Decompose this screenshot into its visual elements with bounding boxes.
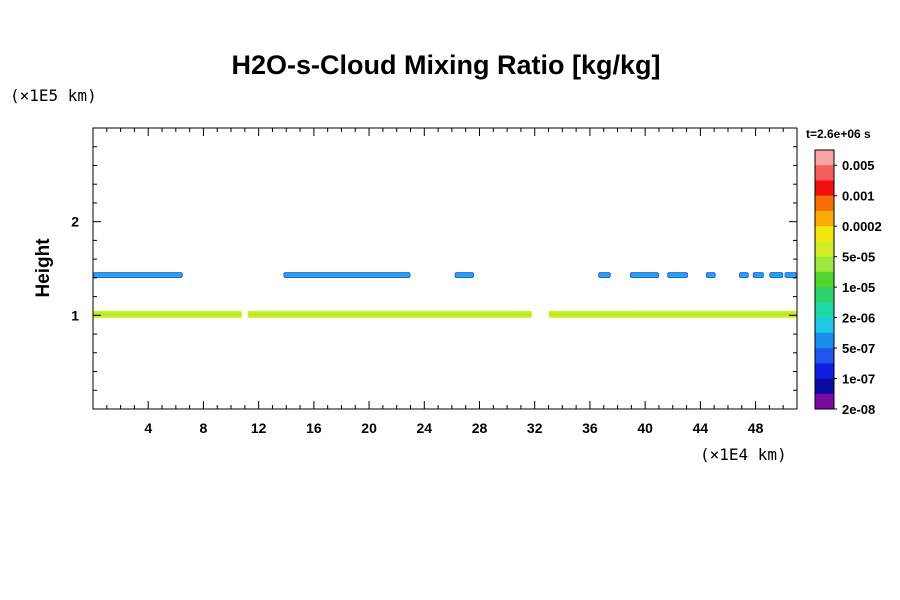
cloud-segment — [283, 272, 411, 278]
colorbar-swatch — [815, 393, 834, 410]
plot-background — [93, 128, 797, 409]
x-tick-label: 28 — [472, 420, 488, 436]
x-tick-label: 4 — [144, 420, 152, 436]
x-tick-label: 48 — [748, 420, 764, 436]
colorbar-swatch — [815, 180, 834, 197]
colorbar-label: 1e-07 — [842, 372, 875, 387]
cloud-segment — [247, 310, 532, 319]
colorbar-swatch — [815, 378, 834, 395]
x-tick-label: 8 — [200, 420, 208, 436]
colorbar-label: 2e-08 — [842, 402, 875, 417]
colorbar-swatch — [815, 332, 834, 349]
colorbar-label: 0.0002 — [842, 219, 882, 234]
colorbar-swatch — [815, 210, 834, 227]
colorbar-swatch — [815, 302, 834, 318]
colorbar-swatch — [815, 195, 834, 212]
x-tick-label: 36 — [582, 420, 598, 436]
x-tick-label: 12 — [251, 420, 267, 436]
colorbar-label: 1e-05 — [842, 280, 875, 295]
x-tick-label: 24 — [417, 420, 433, 436]
cloud-segment — [93, 272, 183, 278]
x-tick-label: 40 — [637, 420, 653, 436]
cloud-segment — [739, 272, 749, 278]
chart-title: H2O-s-Cloud Mixing Ratio [kg/kg] — [232, 50, 661, 80]
colorbar-label: 5e-05 — [842, 250, 875, 265]
time-label: t=2.6e+06 s — [806, 127, 871, 141]
colorbar-swatch — [815, 317, 834, 334]
colorbar-label: 2e-06 — [842, 311, 875, 326]
y-tick-label: 1 — [71, 307, 79, 323]
x-scale-label: (×1E4 km) — [700, 445, 787, 464]
y-axis-label: Height — [33, 238, 54, 298]
colorbar-swatch — [815, 150, 834, 166]
colorbar-swatch — [815, 241, 834, 257]
cloud-segment — [454, 272, 474, 278]
colorbar-label: 0.005 — [842, 158, 875, 173]
y-tick-label: 2 — [71, 214, 79, 230]
colorbar-label: 0.001 — [842, 189, 875, 204]
colorbar-swatch — [815, 256, 834, 273]
cloud-segment — [705, 272, 716, 278]
colorbar-swatch — [815, 226, 834, 242]
colorbar-label: 5e-07 — [842, 341, 875, 356]
plot-frame — [92, 127, 798, 410]
y-scale-label: (×1E5 km) — [10, 86, 97, 105]
colorbar-swatch — [815, 348, 834, 364]
x-tick-label: 20 — [361, 420, 377, 436]
colorbar-swatch — [815, 287, 834, 303]
colorbar-frame — [814, 149, 835, 410]
x-tick-label: 44 — [693, 420, 709, 436]
colorbar: 0.005 0.001 0.0002 5e-05 1e-05 2e-06 5e-07 1e-0… — [814, 149, 882, 417]
cloud-segment — [629, 272, 659, 278]
cloud-segment — [667, 272, 688, 278]
colorbar-swatch — [815, 363, 834, 379]
cloud-segment — [752, 272, 764, 278]
plot-area — [93, 128, 797, 409]
cloud-segment — [93, 310, 243, 319]
x-tick-label: 32 — [527, 420, 543, 436]
cloud-segment — [769, 272, 784, 278]
colorbar-swatch — [815, 271, 834, 288]
cloud-segment — [548, 310, 797, 319]
cloud-segment — [784, 272, 797, 278]
x-tick-label: 16 — [306, 420, 322, 436]
cloud-segment — [598, 272, 611, 278]
colorbar-swatch — [815, 165, 834, 181]
